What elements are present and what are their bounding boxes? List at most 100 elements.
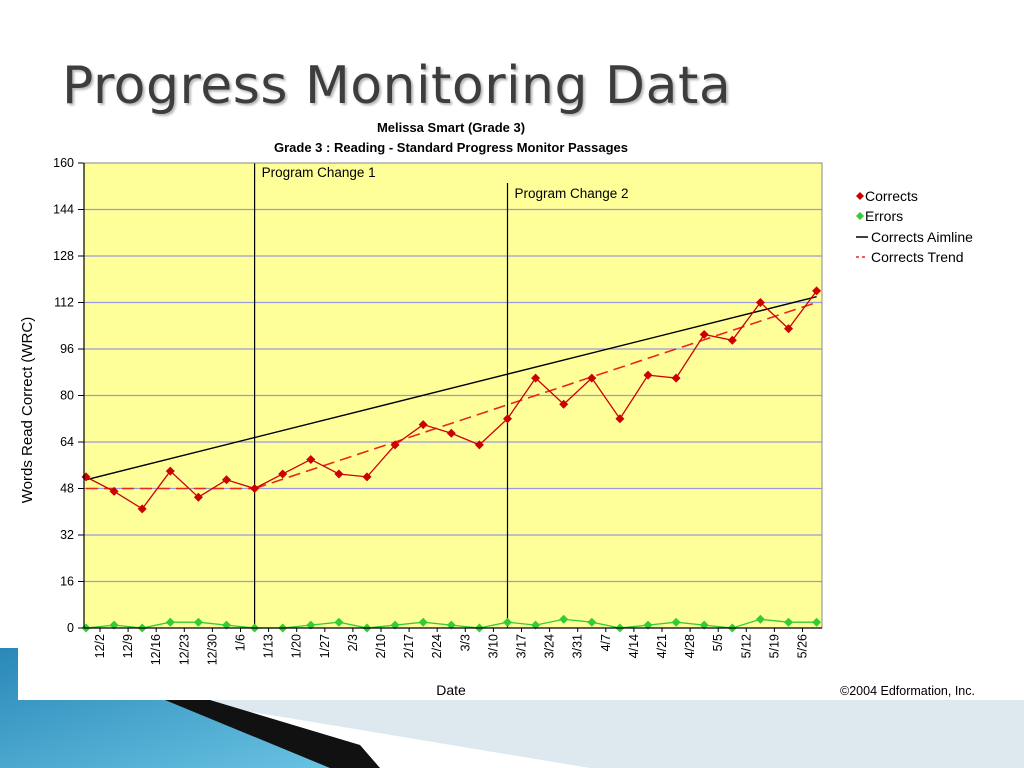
legend-marker [856, 212, 864, 220]
corrects-point [362, 472, 372, 482]
errors-point [671, 617, 681, 627]
x-tick-label: 5/12 [739, 634, 753, 658]
y-tick-label: 96 [60, 342, 74, 356]
corrects-point [222, 475, 231, 485]
legend-label: Corrects Aimline [871, 229, 973, 245]
corrects-point [503, 414, 512, 424]
corrects-point [643, 370, 653, 380]
x-tick-label: 3/3 [458, 634, 472, 651]
corrects-point [727, 335, 737, 345]
x-tick-label: 1/13 [262, 634, 276, 658]
x-axis-label: Date [436, 682, 466, 698]
program-change-label: Program Change 2 [515, 186, 629, 201]
x-tick-label: 2/17 [402, 634, 416, 658]
program-change-label: Program Change 1 [262, 165, 376, 180]
errors-point [446, 620, 456, 630]
corrects-point [165, 466, 175, 476]
y-tick-label: 144 [53, 203, 74, 217]
errors-point [109, 620, 119, 630]
y-tick-label: 0 [67, 621, 74, 635]
errors-point [222, 620, 231, 630]
program-change-lines: Program Change 1 Program Change 2 [254, 163, 629, 628]
corrects-point [250, 484, 260, 493]
errors-point [812, 617, 822, 627]
x-tick-label: 2/10 [374, 634, 388, 658]
x-tick-label: 1/6 [234, 634, 248, 651]
corrects-point [474, 440, 484, 450]
errors-point [306, 620, 316, 630]
trend-line [254, 301, 817, 490]
x-tick-label: 3/17 [515, 634, 529, 658]
legend-label: Corrects [865, 188, 918, 204]
errors-point [390, 620, 400, 630]
errors-point [418, 617, 428, 627]
errors-point [193, 617, 203, 627]
x-tick-label: 3/31 [571, 634, 585, 658]
corrects-point [699, 329, 709, 339]
errors-point [643, 620, 653, 630]
x-tick-label: 5/26 [796, 634, 810, 658]
aimline [85, 296, 817, 481]
y-axis-label: Words Read Correct (WRC) [19, 317, 36, 503]
legend-label: Errors [865, 208, 903, 224]
corrects-point [306, 454, 316, 464]
y-tick-label: 32 [60, 528, 74, 542]
x-tick-label: 4/21 [655, 634, 669, 658]
corrects-point [109, 486, 119, 496]
y-tick-label: 48 [60, 482, 74, 496]
y-tick-label: 16 [60, 575, 74, 589]
x-tick-label: 12/23 [177, 634, 191, 665]
x-tick-label: 5/5 [711, 634, 725, 651]
x-tick-label: 2/3 [346, 634, 360, 651]
chart-title: Melissa Smart (Grade 3) [377, 120, 525, 135]
black-swoosh-shape [165, 700, 380, 768]
x-tick-label: 2/24 [430, 634, 444, 658]
x-tick-label: 12/9 [121, 634, 135, 658]
x-tick-label: 4/7 [599, 634, 613, 651]
errors-point [503, 617, 512, 627]
corrects-point [193, 492, 203, 502]
errors-point [784, 617, 793, 627]
y-tick-label: 80 [60, 389, 74, 403]
y-tick-label: 64 [60, 435, 74, 449]
light-swoosh-shape [180, 700, 1024, 768]
chart-subtitle: Grade 3 : Reading - Standard Progress Mo… [274, 140, 628, 155]
corrects-point [784, 324, 793, 334]
data-series [81, 286, 822, 633]
x-tick-label: 1/20 [290, 634, 304, 658]
x-tick-label: 4/14 [627, 634, 641, 658]
errors-point [165, 617, 175, 627]
legend: Corrects Errors Corrects Aimline Corrects T… [856, 188, 973, 265]
corrects-point [587, 373, 597, 383]
corrects-point [755, 298, 765, 307]
corrects-point [671, 373, 681, 383]
legend-marker [856, 192, 864, 200]
errors-point [559, 614, 569, 624]
x-tick-label: 4/28 [683, 634, 697, 658]
corrects-point [137, 504, 147, 514]
x-tick-label: 12/30 [205, 634, 219, 665]
copyright-notice: ©2004 Edformation, Inc. [840, 684, 975, 698]
x-tick-label: 12/16 [149, 634, 163, 665]
y-tick-label: 112 [54, 296, 74, 310]
corrects-point [812, 286, 822, 296]
y-tick-label: 160 [53, 156, 74, 170]
errors-point [587, 617, 597, 627]
corrects-point [615, 414, 625, 424]
corrects-point [531, 373, 541, 383]
errors-point [755, 614, 765, 624]
x-tick-label: 3/24 [543, 634, 557, 658]
errors-point [531, 620, 541, 630]
corrects-point [390, 440, 400, 450]
slide-title: Progress Monitoring Data [62, 56, 732, 116]
x-tick-label: 1/27 [318, 634, 332, 658]
corrects-point [278, 469, 288, 479]
corrects-point [418, 420, 428, 430]
corrects-point [559, 399, 569, 409]
gridlines [84, 208, 822, 583]
errors-point [699, 620, 709, 630]
progress-chart: Melissa Smart (Grade 3) Grade 3 : Readin… [19, 120, 973, 698]
legend-label: Corrects Trend [871, 249, 964, 265]
errors-point [334, 617, 344, 627]
x-tick-label: 5/19 [767, 634, 781, 658]
